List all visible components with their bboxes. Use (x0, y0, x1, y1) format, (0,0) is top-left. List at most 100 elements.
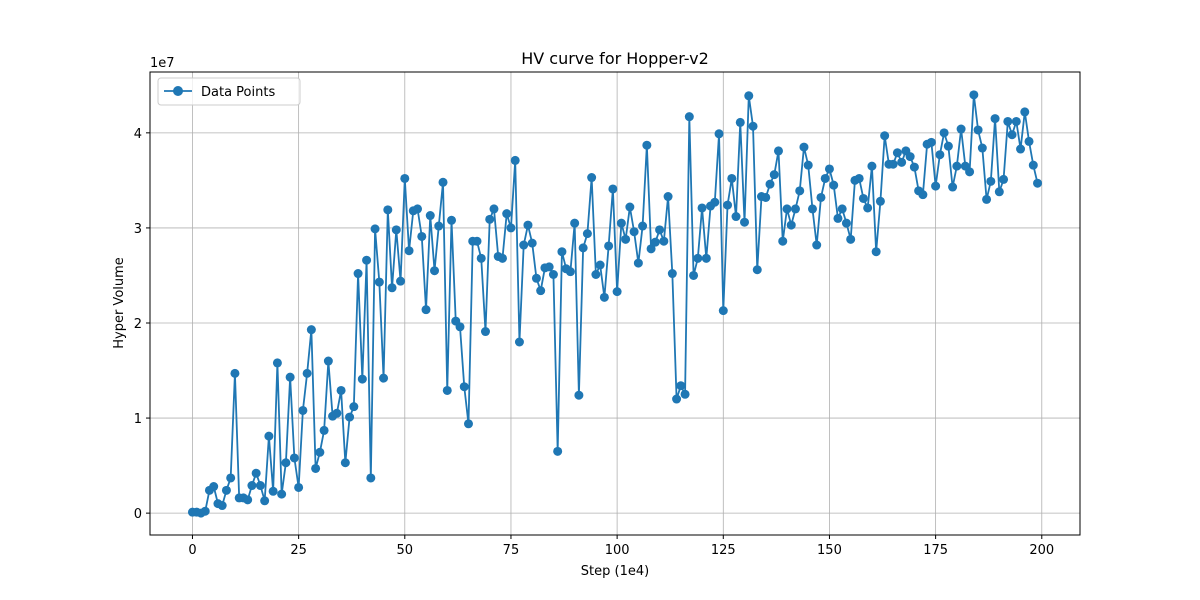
data-point (502, 209, 512, 219)
data-point (485, 214, 495, 224)
data-point (999, 174, 1009, 184)
data-point (807, 204, 817, 214)
data-point (340, 458, 350, 468)
data-point (786, 220, 796, 230)
data-point (349, 402, 359, 412)
data-point (1024, 136, 1034, 146)
data-point (260, 496, 270, 506)
data-point (659, 236, 669, 246)
data-point (943, 141, 953, 151)
data-point (362, 255, 372, 265)
legend-entry-label: Data Points (201, 85, 275, 100)
legend-box (157, 77, 301, 106)
data-point (442, 385, 452, 395)
data-point (413, 204, 423, 214)
data-point (689, 270, 699, 280)
data-point (425, 211, 435, 221)
data-point (846, 234, 856, 244)
data-point (672, 394, 682, 404)
data-point (345, 412, 355, 422)
data-point (438, 177, 448, 187)
grid-layer (150, 72, 1080, 535)
data-point (667, 269, 677, 279)
x-tick-label: 25 (290, 543, 307, 558)
data-point (272, 358, 282, 368)
data-point (243, 495, 253, 505)
data-point (655, 225, 665, 235)
data-point (858, 193, 868, 203)
data-point (251, 468, 261, 478)
data-point (931, 181, 941, 191)
data-point (748, 121, 758, 131)
data-point (391, 225, 401, 235)
data-point (812, 240, 822, 250)
data-point (553, 446, 563, 456)
data-point (255, 481, 265, 491)
data-point (582, 229, 592, 239)
data-point (455, 322, 465, 332)
data-point (990, 114, 1000, 124)
data-point (302, 368, 312, 378)
data-point (621, 234, 631, 244)
data-point (782, 204, 792, 214)
data-point (863, 203, 873, 213)
data-point (773, 146, 783, 156)
data-point (289, 453, 299, 463)
data-point (434, 221, 444, 231)
data-point (952, 161, 962, 171)
data-point (459, 382, 469, 392)
data-point (306, 325, 316, 335)
y-axis-scale-label: 1e7 (150, 56, 175, 71)
data-point (370, 224, 380, 234)
data-point (417, 231, 427, 241)
data-point (489, 204, 499, 214)
legend: Data Points (157, 77, 301, 106)
data-point (531, 273, 541, 283)
data-point (264, 431, 274, 441)
data-point (277, 489, 287, 499)
data-point (629, 227, 639, 237)
data-point (616, 218, 626, 228)
data-point (718, 306, 728, 316)
data-point (735, 117, 745, 127)
x-tick-label: 0 (188, 543, 196, 558)
data-point (1016, 144, 1026, 154)
data-point (247, 481, 257, 491)
data-point (281, 458, 291, 468)
data-point (948, 182, 958, 192)
data-point (514, 337, 524, 347)
data-point (298, 405, 308, 415)
data-point (684, 112, 694, 122)
data-point (803, 160, 813, 170)
data-point (714, 129, 724, 139)
data-point (761, 192, 771, 202)
data-point (608, 184, 618, 194)
data-point (871, 247, 881, 257)
data-point (778, 236, 788, 246)
data-point (625, 202, 635, 212)
data-point (1007, 130, 1017, 140)
chart-title: HV curve for Hopper-v2 (521, 49, 709, 68)
data-point (820, 173, 830, 183)
data-point (332, 408, 342, 418)
data-point (1033, 178, 1043, 188)
data-point (939, 128, 949, 138)
data-point (315, 447, 325, 457)
data-point (527, 238, 537, 248)
data-point (816, 192, 826, 202)
data-point (400, 173, 410, 183)
data-point (973, 125, 983, 135)
data-point (892, 148, 902, 158)
data-point (824, 164, 834, 174)
data-point (506, 223, 516, 233)
data-point (404, 246, 414, 256)
data-point (650, 237, 660, 247)
data-point (795, 186, 805, 196)
legend-marker-swatch (173, 86, 183, 96)
x-tick-label: 50 (397, 543, 414, 558)
data-point (982, 194, 992, 204)
data-point (693, 253, 703, 263)
data-point (311, 463, 321, 473)
data-point (969, 90, 979, 100)
data-point (1020, 107, 1030, 117)
